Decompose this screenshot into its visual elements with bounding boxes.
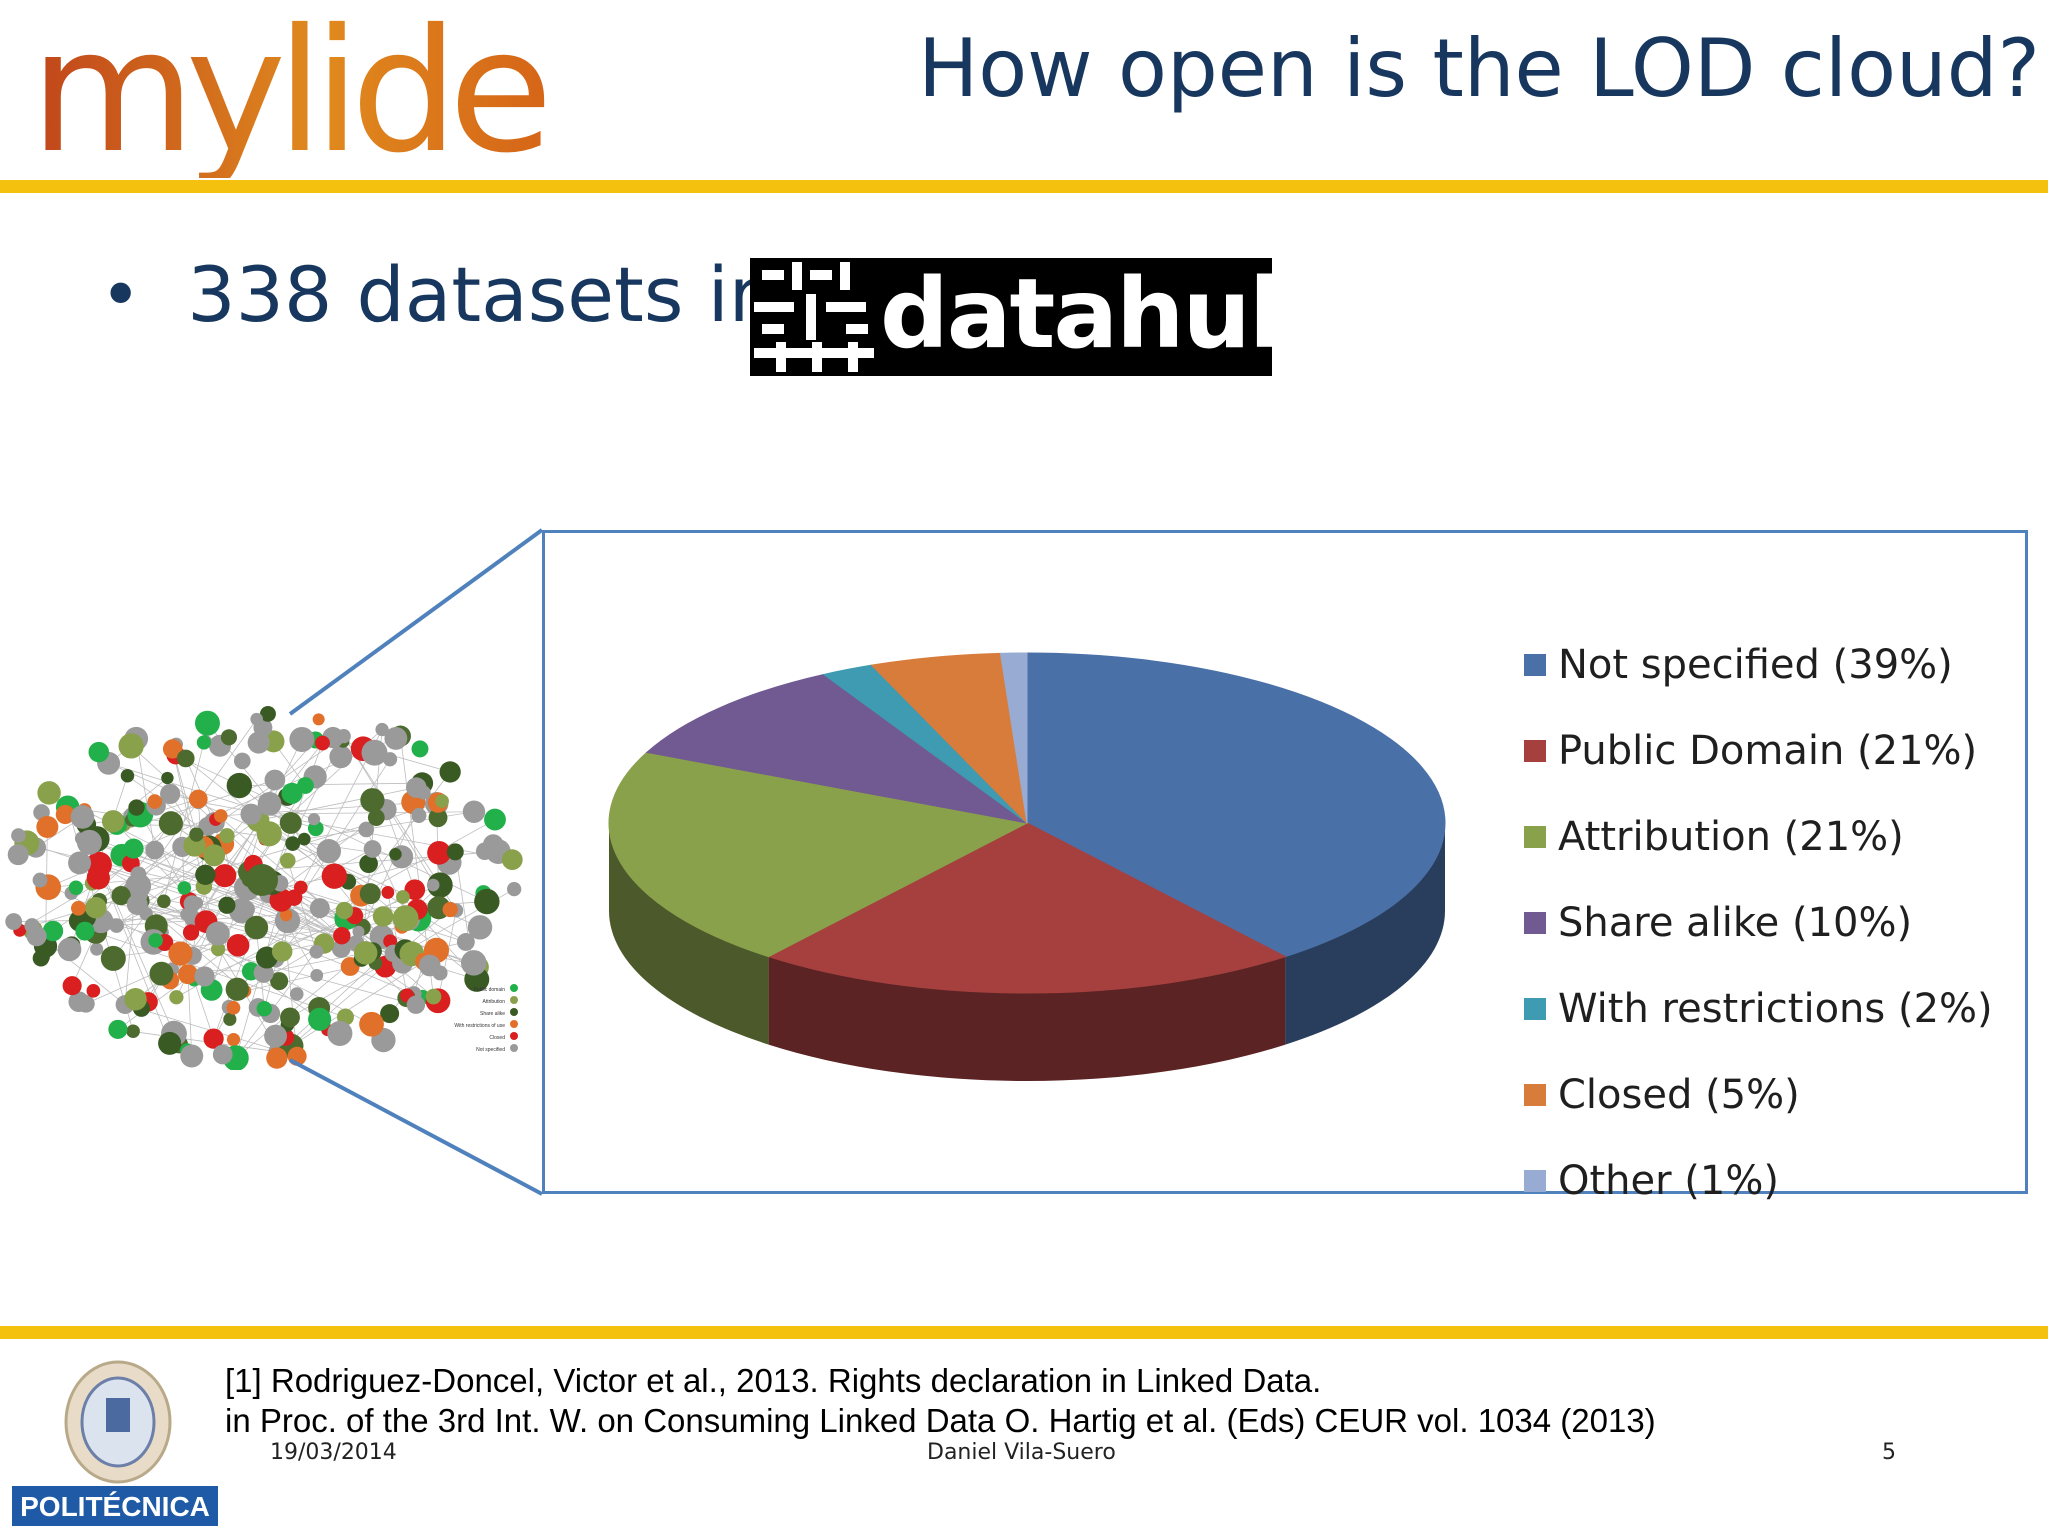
- pie-slice-public-domain: [767, 822, 1287, 994]
- pie-slices: [608, 652, 1446, 994]
- legend-label: With restrictions (2%): [1558, 986, 1993, 1032]
- legend-item: Share alike (10%): [1524, 880, 1993, 966]
- legend-label: Closed (5%): [1558, 1072, 1800, 1118]
- chart-frame: [542, 530, 2028, 1194]
- footer-date: 19/03/2014: [270, 1440, 397, 1465]
- legend-item: Other (1%): [1524, 1138, 1993, 1224]
- legend-item: Closed (5%): [1524, 1052, 1993, 1138]
- legend-swatch: [1524, 826, 1546, 848]
- bullet-point: • 338 datasets in: [100, 250, 777, 339]
- pie-slice-other: [999, 652, 1028, 824]
- mylider-logo: mylider: [30, 0, 550, 178]
- legend-label: Other (1%): [1558, 1158, 1779, 1204]
- pie-slice-attribution: [608, 751, 1029, 958]
- legend-label: Attribution (21%): [1558, 814, 1904, 860]
- logo-text: mylider: [30, 0, 550, 178]
- lod-cloud-graph: Public domain Attribution Share alike With …: [5, 705, 523, 1070]
- reference-line-1: [1] Rodriguez-Doncel, Victor et al., 201…: [225, 1362, 1322, 1399]
- footer-page-number: 5: [1882, 1440, 1896, 1465]
- pie-chart: [608, 652, 1446, 1081]
- lod-legend-label: Public domain: [474, 987, 506, 993]
- bullet-marker: •: [100, 253, 142, 336]
- lod-legend-label: Not specified: [476, 1047, 505, 1053]
- pie-side-not-specified: [1285, 823, 1445, 1045]
- lod-legend-label: Closed: [489, 1035, 505, 1041]
- upm-label: POLITÉCNICA: [20, 1491, 210, 1522]
- lod-legend-label: Attribution: [482, 999, 505, 1005]
- datahub-text: datahub: [880, 258, 1318, 370]
- legend-label: Share alike (10%): [1558, 900, 1913, 946]
- legend-label: Not specified (39%): [1558, 642, 1953, 688]
- legend-swatch: [1524, 998, 1546, 1020]
- legend-swatch: [1524, 912, 1546, 934]
- reference-line-2: in Proc. of the 3rd Int. W. on Consuming…: [225, 1402, 1656, 1439]
- datahub-mark-icon: [754, 262, 874, 372]
- legend-item: With restrictions (2%): [1524, 966, 1993, 1052]
- bullet-text: 338 datasets in: [187, 250, 777, 339]
- legend-item: Public Domain (21%): [1524, 708, 1993, 794]
- datahub-logo: datahub: [750, 258, 1318, 376]
- pie-sides: [609, 823, 1445, 1081]
- footer-rule: [0, 1326, 2048, 1339]
- header-rule: [0, 180, 2048, 193]
- legend-label: Public Domain (21%): [1558, 728, 1978, 774]
- lod-legend-label: With restrictions of use: [454, 1023, 505, 1029]
- footer-author: Daniel Vila-Suero: [927, 1440, 1116, 1465]
- lod-legend-label: Share alike: [480, 1011, 505, 1017]
- upm-logo: POLITÉCNICA: [12, 1360, 218, 1526]
- pie-side-attribution: [609, 823, 769, 1045]
- chart-legend: Not specified (39%) Public Domain (21%) At…: [1524, 622, 1993, 1224]
- pie-slice-share-alike: [645, 673, 1028, 824]
- slide-title: How open is the LOD cloud?: [918, 22, 2040, 115]
- pie-slice-not-specified: [1026, 652, 1446, 958]
- legend-swatch: [1524, 654, 1546, 676]
- pie-side-public-domain: [768, 956, 1286, 1081]
- lod-cloud-thumbnail: Public domain Attribution Share alike With …: [5, 705, 523, 1070]
- legend-swatch: [1524, 740, 1546, 762]
- legend-item: Not specified (39%): [1524, 622, 1993, 708]
- legend-swatch: [1524, 1084, 1546, 1106]
- legend-item: Attribution (21%): [1524, 794, 1993, 880]
- legend-swatch: [1524, 1170, 1546, 1192]
